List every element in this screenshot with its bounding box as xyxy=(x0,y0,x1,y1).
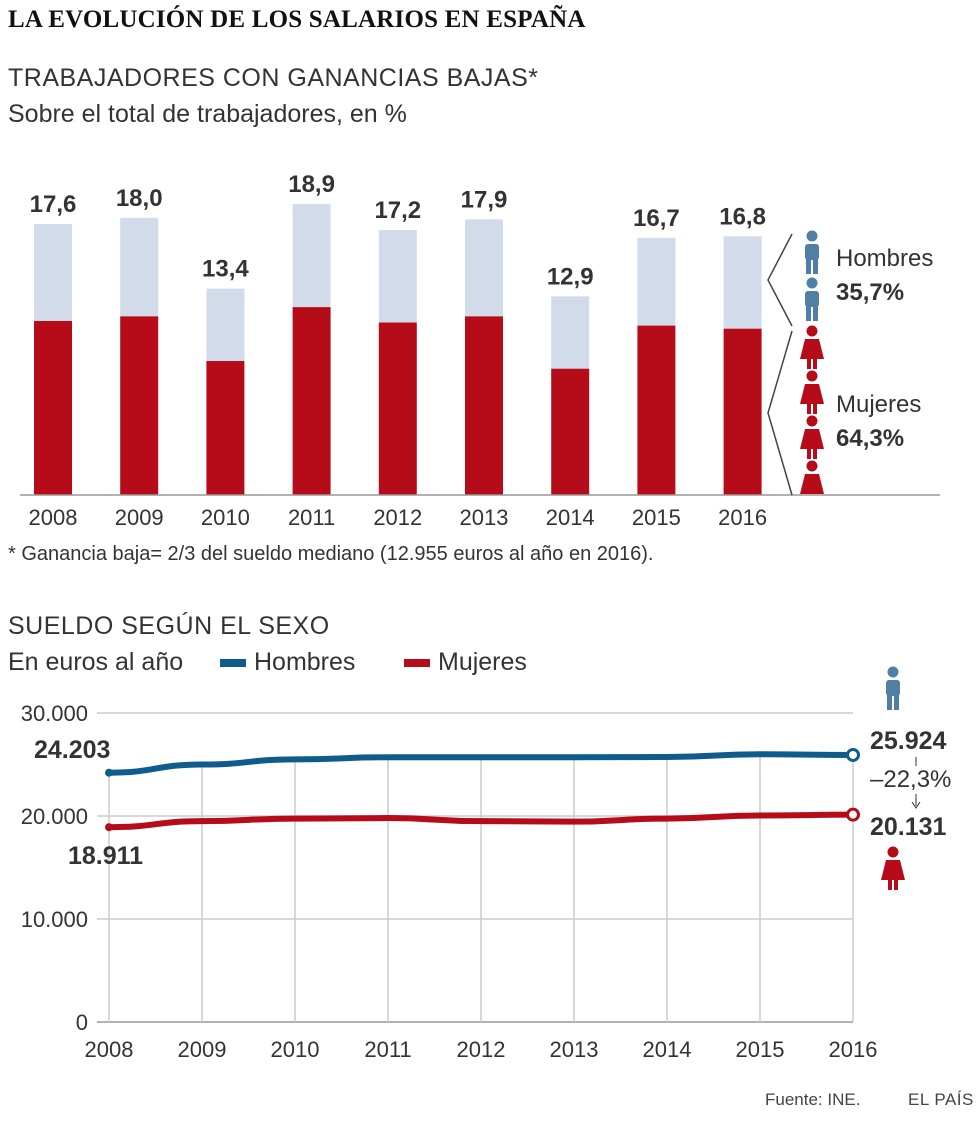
bar-men-2016 xyxy=(723,236,762,329)
x-tick-label: 2011 xyxy=(364,1037,411,1062)
y-tick-label: 20.000 xyxy=(21,804,88,829)
gap-label: –22,3% xyxy=(870,766,951,793)
bar-men-2015 xyxy=(637,237,676,326)
line-chart: 0 10.000 20.000 30.000 2008 2009 2010 2011 2012 2… xyxy=(21,701,878,1062)
point-men-start xyxy=(105,768,113,777)
bar-women-2014 xyxy=(551,368,590,495)
bar-total-label: 17,6 xyxy=(30,191,77,218)
bar-chart-subtitle: Sobre el total de trabajadores, en % xyxy=(8,100,407,128)
gap-arrow-icon xyxy=(911,801,921,809)
bar-total-label: 16,7 xyxy=(633,205,680,232)
line-chart-subtitle: En euros al año xyxy=(8,648,184,676)
bar-x-tick-label: 2008 xyxy=(29,505,78,530)
series-line-women xyxy=(106,811,856,831)
legend-women-value: 64,3% xyxy=(836,425,904,452)
woman-icon xyxy=(800,460,824,494)
bar-x-tick-label: 2016 xyxy=(718,505,767,530)
legend-men-label: Hombres xyxy=(836,245,933,272)
x-tick-label: 2014 xyxy=(643,1037,692,1062)
footer-source: Fuente: INE. xyxy=(765,1090,861,1109)
bar-women-2009 xyxy=(120,316,159,495)
y-tick-label: 10.000 xyxy=(21,907,88,932)
x-tick-label: 2009 xyxy=(178,1037,227,1062)
bar-women-2016 xyxy=(723,328,762,495)
x-tick-label: 2016 xyxy=(829,1037,878,1062)
legend-men-value: 35,7% xyxy=(836,279,904,306)
point-women-start xyxy=(105,823,113,832)
bar-x-tick-label: 2009 xyxy=(115,505,164,530)
bar-total-label: 18,0 xyxy=(116,185,163,212)
bar-x-tick-label: 2012 xyxy=(373,505,422,530)
bar-x-tick-label: 2010 xyxy=(201,505,250,530)
woman-icon xyxy=(800,415,824,459)
footer-brand: EL PAÍS xyxy=(908,1090,974,1109)
bar-women-2013 xyxy=(465,316,503,495)
bar-women-2015 xyxy=(637,325,676,495)
bar-x-tick-label: 2015 xyxy=(632,505,681,530)
bar-x-tick-label: 2013 xyxy=(460,505,509,530)
legend-men-swatch xyxy=(220,659,246,668)
legend-women: Mujeres xyxy=(404,648,527,677)
man-icon xyxy=(805,230,819,274)
bar-total-label: 16,8 xyxy=(719,203,766,230)
end-women-label: 20.131 xyxy=(870,813,947,841)
men-bracket xyxy=(767,233,793,327)
woman-icon xyxy=(800,370,824,414)
bar-total-label: 13,4 xyxy=(202,256,249,283)
end-men-label: 25.924 xyxy=(870,727,947,755)
bar-women-2010 xyxy=(206,361,245,495)
bar-men-2011 xyxy=(292,203,331,308)
legend-women-label: Mujeres xyxy=(836,391,921,418)
bar-men-2012 xyxy=(378,230,417,323)
series-line-men xyxy=(106,751,856,776)
point-men-end xyxy=(846,747,860,762)
legend-women-text: Mujeres xyxy=(438,648,527,676)
woman-icon xyxy=(800,325,824,369)
man-icon xyxy=(805,277,819,321)
bar-chart-footnote: * Ganancia baja= 2/3 del sueldo mediano … xyxy=(8,543,654,565)
bar-chart: 17,6 2008 18,0 2009 13,4 2010 18,9 2011 17,2 2012… xyxy=(29,171,768,530)
legend-men-text: Hombres xyxy=(254,648,356,676)
bar-total-label: 18,9 xyxy=(288,171,335,198)
bar-men-2010 xyxy=(206,288,245,362)
x-tick-label: 2012 xyxy=(457,1037,506,1062)
bar-men-2009 xyxy=(120,217,159,317)
bar-women-2011 xyxy=(292,307,331,495)
bar-x-tick-label: 2014 xyxy=(546,505,595,530)
start-women-label: 18.911 xyxy=(68,842,143,870)
man-icon xyxy=(886,666,900,710)
bar-total-label: 12,9 xyxy=(547,263,594,290)
woman-icon xyxy=(881,846,905,890)
bar-women-2012 xyxy=(378,322,417,495)
main-title: LA EVOLUCIÓN DE LOS SALARIOS EN ESPAÑA xyxy=(8,6,586,33)
start-men-label: 24.203 xyxy=(34,736,110,764)
bar-total-label: 17,9 xyxy=(461,186,508,213)
x-tick-label: 2015 xyxy=(736,1037,785,1062)
x-tick-label: 2010 xyxy=(271,1037,320,1062)
legend-women-swatch xyxy=(404,659,430,668)
x-tick-label: 2013 xyxy=(550,1037,599,1062)
bar-men-2014 xyxy=(551,296,590,369)
legend-men: Hombres xyxy=(220,648,355,677)
bar-total-label: 17,2 xyxy=(374,197,421,224)
line-chart-title: SUELDO SEGÚN EL SEXO xyxy=(8,612,330,640)
y-tick-label: 0 xyxy=(76,1010,88,1035)
point-women-end xyxy=(846,807,860,822)
bar-men-2008 xyxy=(34,223,72,321)
women-bracket xyxy=(767,330,793,496)
bar-x-tick-label: 2011 xyxy=(288,505,335,530)
y-tick-label: 30.000 xyxy=(21,701,88,726)
x-tick-label: 2008 xyxy=(85,1037,134,1062)
bar-women-2008 xyxy=(34,320,72,495)
bar-chart-title: TRABAJADORES CON GANANCIAS BAJAS* xyxy=(8,64,539,92)
bar-men-2013 xyxy=(465,219,503,317)
